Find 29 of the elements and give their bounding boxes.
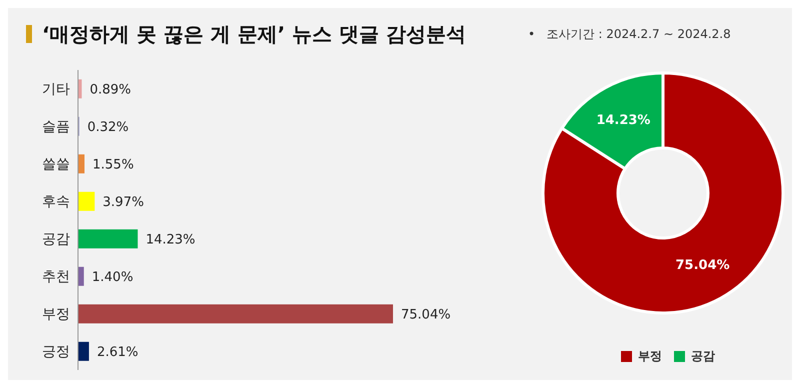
y-tick-label: 기타 xyxy=(42,82,70,98)
y-tick-label: 후속 xyxy=(42,194,70,210)
data-label: 1.40% xyxy=(92,270,134,285)
y-tick-label: 슬픔 xyxy=(42,119,70,136)
bar xyxy=(78,154,85,174)
data-label: 14.23% xyxy=(596,113,650,128)
data-label: 1.55% xyxy=(92,157,134,172)
y-tick-label: 긍정 xyxy=(42,344,70,360)
bar xyxy=(78,192,95,211)
data-label: 75.04% xyxy=(676,258,730,273)
data-label: 0.32% xyxy=(87,120,129,135)
y-tick-label: 추천 xyxy=(42,269,70,286)
data-label: 3.97% xyxy=(102,194,144,210)
data-label: 0.89% xyxy=(90,82,132,98)
data-label: 2.61% xyxy=(96,344,138,360)
bar xyxy=(78,342,89,361)
legend-label: 부정 xyxy=(637,348,662,365)
chart-subtitle: • 조사기간 : 2024.2.7 ~ 2024.2.8 xyxy=(528,26,731,42)
legend-label: 공감 xyxy=(690,348,715,365)
chart-title: ‘매정하게 못 끊은 게 문제’ 뉴스 댓글 감성분석 xyxy=(42,20,466,48)
bar xyxy=(78,304,393,324)
y-tick-label: 부정 xyxy=(42,306,70,323)
y-tick-label: 공감 xyxy=(42,232,70,248)
bar xyxy=(78,266,84,286)
y-tick-label: 쓸쓸 xyxy=(42,156,70,173)
bar xyxy=(78,229,138,248)
donut-slice xyxy=(542,72,784,314)
data-label: 75.04% xyxy=(401,307,451,322)
data-label: 14.23% xyxy=(146,232,196,248)
